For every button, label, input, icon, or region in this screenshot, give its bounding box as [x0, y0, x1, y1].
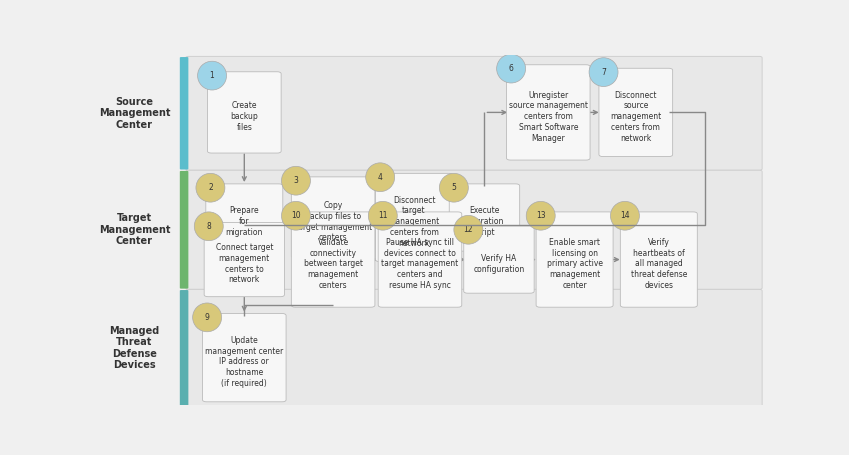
Ellipse shape [589, 58, 618, 86]
Ellipse shape [366, 163, 395, 192]
Text: Create
backup
files: Create backup files [230, 101, 258, 132]
FancyBboxPatch shape [464, 226, 534, 293]
FancyBboxPatch shape [375, 173, 453, 262]
Text: Connect target
management
centers to
network: Connect target management centers to net… [216, 243, 273, 284]
Ellipse shape [526, 202, 555, 230]
Ellipse shape [368, 202, 397, 230]
Text: 5: 5 [452, 183, 456, 192]
Text: 14: 14 [620, 211, 630, 220]
Text: 6: 6 [509, 64, 514, 73]
Text: Prepare
for
migration: Prepare for migration [226, 207, 263, 237]
Text: Validate
connectivity
between target
management
centers: Validate connectivity between target man… [304, 238, 363, 290]
Text: 11: 11 [378, 211, 387, 220]
Text: Verify HA
configuration: Verify HA configuration [473, 254, 525, 273]
FancyBboxPatch shape [186, 170, 762, 289]
FancyBboxPatch shape [507, 65, 590, 160]
Ellipse shape [497, 54, 526, 83]
FancyBboxPatch shape [180, 57, 188, 170]
Ellipse shape [454, 215, 483, 244]
Ellipse shape [282, 167, 311, 195]
Ellipse shape [194, 212, 223, 241]
FancyBboxPatch shape [536, 212, 613, 307]
Text: 2: 2 [208, 183, 213, 192]
Text: 9: 9 [205, 313, 210, 322]
Text: Execute
migration
script: Execute migration script [466, 207, 503, 237]
Ellipse shape [610, 202, 639, 230]
Ellipse shape [198, 61, 227, 90]
Text: 1: 1 [210, 71, 215, 80]
Text: Source
Management
Center: Source Management Center [98, 96, 170, 130]
FancyBboxPatch shape [203, 313, 286, 402]
Text: Pause HA sync till
devices connect to
target management
centers and
resume HA sy: Pause HA sync till devices connect to ta… [381, 238, 458, 290]
FancyBboxPatch shape [291, 212, 375, 307]
Ellipse shape [440, 173, 469, 202]
Text: Disconnect
target
management
centers from
network: Disconnect target management centers fro… [389, 196, 440, 248]
Ellipse shape [282, 202, 311, 230]
Text: 3: 3 [294, 176, 298, 185]
Text: Update
management center
IP address or
hostname
(if required): Update management center IP address or h… [205, 336, 284, 388]
Ellipse shape [196, 173, 225, 202]
Text: 13: 13 [536, 211, 546, 220]
FancyBboxPatch shape [204, 222, 284, 297]
FancyBboxPatch shape [186, 56, 762, 170]
FancyBboxPatch shape [599, 68, 672, 157]
Text: 7: 7 [601, 68, 606, 76]
FancyBboxPatch shape [180, 290, 188, 406]
Text: Enable smart
licensing on
primary active
management
center: Enable smart licensing on primary active… [547, 238, 603, 290]
Text: 4: 4 [378, 173, 383, 182]
FancyBboxPatch shape [449, 184, 520, 251]
FancyBboxPatch shape [205, 184, 283, 251]
FancyBboxPatch shape [378, 212, 462, 307]
Ellipse shape [193, 303, 222, 332]
Text: Copy
backup files to
target management
centers: Copy backup files to target management c… [295, 201, 372, 243]
FancyBboxPatch shape [207, 72, 281, 153]
Text: 10: 10 [291, 211, 301, 220]
Text: Managed
Threat
Defense
Devices: Managed Threat Defense Devices [110, 326, 160, 370]
FancyBboxPatch shape [180, 171, 188, 288]
Text: Unregister
source management
centers from
Smart Software
Manager: Unregister source management centers fro… [509, 91, 588, 142]
Text: 8: 8 [206, 222, 211, 231]
FancyBboxPatch shape [186, 289, 762, 407]
FancyBboxPatch shape [621, 212, 697, 307]
Text: Verify
heartbeats of
all managed
threat defense
devices: Verify heartbeats of all managed threat … [631, 238, 687, 290]
Text: Target
Management
Center: Target Management Center [98, 213, 170, 246]
Text: 12: 12 [464, 225, 473, 234]
FancyBboxPatch shape [291, 177, 375, 258]
Text: Disconnect
source
management
centers from
network: Disconnect source management centers fro… [610, 91, 661, 142]
